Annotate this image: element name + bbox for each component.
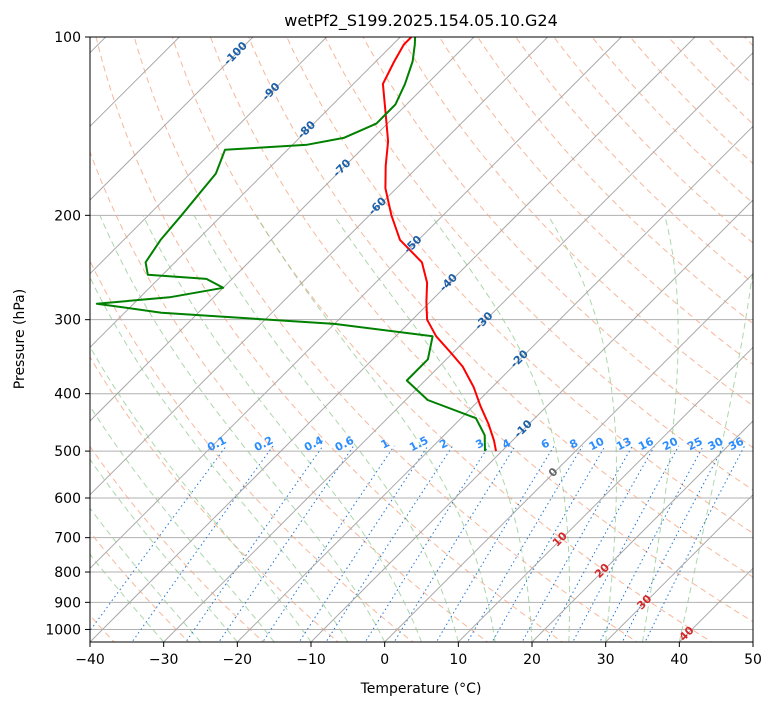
- mixing-ratio-label: 16: [636, 435, 656, 454]
- x-tick-label: −40: [75, 652, 105, 668]
- y-tick-label: 600: [54, 491, 81, 507]
- isotherm-line: [90, 37, 622, 570]
- mixing-ratio-line: [218, 445, 355, 642]
- isotherm-line: [90, 37, 696, 642]
- isotherm-line: [90, 37, 328, 275]
- x-tick-label: 40: [670, 652, 688, 668]
- dry-adiabat: [90, 150, 489, 642]
- isotherm-line: [605, 493, 753, 642]
- temperature-profile: [381, 37, 497, 452]
- y-axis-label: Pressure (hPa): [12, 289, 28, 389]
- moist-adiabat: [193, 215, 459, 642]
- y-tick-label: 400: [54, 387, 81, 403]
- mixing-ratio-label: 13: [614, 435, 634, 454]
- moist-adiabat: [678, 265, 753, 642]
- mixing-ratio-label: 30: [706, 435, 726, 454]
- isotherm-line: [310, 199, 753, 642]
- moist-adiabat: [142, 215, 422, 642]
- mixing-ratio-line: [298, 445, 429, 642]
- x-tick-label: 10: [449, 652, 467, 668]
- y-tick-label: 1000: [45, 622, 81, 638]
- mixing-ratio-line: [435, 445, 555, 642]
- isotherm-line: [531, 420, 753, 642]
- x-tick-label: −20: [223, 652, 253, 668]
- isotherm-line: [236, 125, 753, 642]
- mixing-ratio-line: [491, 445, 606, 642]
- moist-adiabat: [90, 405, 275, 642]
- moist-adiabat: [99, 215, 386, 642]
- isotherm-label: 40: [677, 624, 697, 644]
- y-tick-label: 200: [54, 208, 81, 224]
- mixing-ratio-line: [621, 445, 725, 642]
- mixing-ratio-label: 10: [587, 435, 607, 454]
- mixing-ratio-line: [644, 445, 746, 642]
- mixing-ratio-label: 25: [685, 435, 705, 454]
- x-tick-label: −10: [296, 652, 326, 668]
- x-axis-label: Temperature (°C): [360, 681, 482, 697]
- x-tick-label: 30: [597, 652, 615, 668]
- y-tick-label: 500: [54, 444, 81, 460]
- moist-adiabat: [333, 215, 533, 642]
- dry-adiabat: [90, 356, 340, 642]
- isotherms: [90, 37, 753, 642]
- mixing-ratio-line: [572, 445, 680, 642]
- mixing-ratio-line: [393, 445, 516, 642]
- mixing-ratio-label: 20: [660, 435, 680, 454]
- sounding-profiles: [95, 37, 497, 452]
- mixing-ratio-line: [364, 445, 490, 642]
- x-tick-label: 20: [523, 652, 541, 668]
- x-tick-label: 50: [744, 652, 762, 668]
- isotherm-line: [163, 51, 753, 642]
- y-tick-label: 700: [54, 531, 81, 547]
- moist-adiabat: [90, 345, 312, 642]
- x-tick-label: −30: [149, 652, 179, 668]
- moist-adiabat: [90, 276, 349, 642]
- moist-adiabat: [547, 215, 617, 642]
- isotherm-line: [90, 37, 475, 422]
- isotherm-line: [90, 37, 549, 496]
- y-tick-label: 800: [54, 565, 81, 581]
- y-tick-label: 100: [54, 30, 81, 46]
- chart-title: wetPf2_S199.2025.154.05.10.G24: [284, 11, 558, 31]
- moist-adiabat: [430, 215, 571, 642]
- mixing-ratio-line: [90, 445, 227, 632]
- x-axis-ticks: −40 −30 −20 −10 0 10 20 30 40 50: [75, 642, 762, 668]
- dry-adiabat: [90, 445, 265, 642]
- isotherm-line: [90, 37, 254, 201]
- isotherm-line: [384, 272, 753, 642]
- dry-adiabat: [90, 259, 414, 642]
- dry-adiabat: [133, 37, 638, 642]
- mixing-ratio-line: [545, 445, 656, 642]
- isotherm-line: [90, 37, 401, 349]
- y-tick-label: 900: [54, 595, 81, 611]
- mixing-ratio-label: 36: [726, 435, 746, 454]
- moist-adiabats: [90, 215, 753, 642]
- x-tick-label: 0: [380, 652, 389, 668]
- mixing-ratio-line: [325, 445, 454, 642]
- isotherm-line: [457, 346, 753, 642]
- mixing-ratio-line: [599, 445, 704, 642]
- y-axis-ticks: 100 200 300 400 500 600 700 800 900 1000: [45, 30, 90, 638]
- moist-adiabat: [90, 458, 238, 642]
- dewpoint-profile: [95, 37, 486, 452]
- mixing-ratio-line: [521, 445, 633, 642]
- dry-adiabat: [209, 37, 753, 623]
- plot-frame: [89, 36, 754, 643]
- moist-adiabat: [642, 215, 679, 642]
- y-tick-label: 300: [54, 313, 81, 329]
